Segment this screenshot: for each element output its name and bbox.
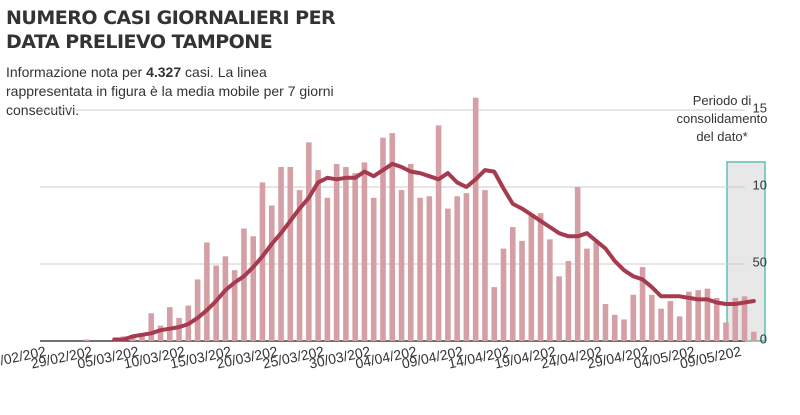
bar bbox=[472, 97, 479, 342]
bar bbox=[83, 339, 90, 341]
y-tick-label: 0 bbox=[760, 331, 767, 346]
bar bbox=[268, 205, 275, 341]
subtitle-text: Informazione nota per bbox=[6, 64, 143, 80]
bar bbox=[343, 166, 349, 341]
chart-title: NUMERO CASI GIORNALIERI PER DATA PRELIEV… bbox=[6, 7, 336, 53]
bar bbox=[741, 296, 748, 341]
bar bbox=[306, 142, 312, 341]
bar bbox=[417, 197, 423, 341]
bar bbox=[315, 170, 321, 341]
bar bbox=[750, 331, 757, 341]
bar bbox=[129, 337, 136, 341]
bar bbox=[361, 162, 368, 341]
bar bbox=[482, 190, 488, 341]
bar bbox=[176, 317, 182, 341]
bar bbox=[278, 166, 284, 341]
bar bbox=[547, 239, 553, 341]
bar bbox=[723, 322, 729, 341]
bar bbox=[380, 137, 386, 341]
bar bbox=[611, 314, 618, 341]
bar bbox=[695, 290, 701, 341]
bar bbox=[389, 133, 396, 341]
bar bbox=[593, 242, 599, 341]
bar bbox=[676, 316, 683, 341]
bar bbox=[732, 297, 739, 341]
annotation: Periodo di consolidamento del dato* bbox=[676, 93, 767, 144]
bar bbox=[426, 196, 433, 341]
bar bbox=[519, 240, 525, 341]
bar bbox=[250, 236, 257, 341]
bar bbox=[500, 248, 507, 341]
y-tick-label: 10 bbox=[753, 177, 767, 192]
bar bbox=[398, 190, 405, 341]
case-count: 4.327 bbox=[146, 64, 182, 80]
bar bbox=[658, 308, 664, 341]
bar bbox=[324, 197, 331, 341]
bar bbox=[157, 325, 164, 341]
bar bbox=[630, 294, 637, 341]
bar bbox=[241, 228, 247, 341]
bar bbox=[686, 291, 692, 341]
bar bbox=[574, 187, 581, 341]
bar bbox=[287, 166, 294, 341]
bar bbox=[584, 248, 590, 341]
bar bbox=[352, 173, 358, 341]
y-tick-label: 50 bbox=[753, 254, 767, 269]
bar bbox=[713, 297, 720, 341]
bar bbox=[463, 193, 470, 341]
bar bbox=[231, 270, 238, 341]
bar bbox=[602, 304, 609, 341]
bar bbox=[621, 319, 627, 341]
bar bbox=[435, 125, 442, 342]
bar bbox=[408, 163, 414, 341]
bar bbox=[194, 279, 201, 341]
bar bbox=[649, 294, 655, 341]
y-tick-label: 15 bbox=[753, 100, 767, 115]
bar bbox=[370, 197, 377, 341]
bar bbox=[704, 288, 711, 341]
bar bbox=[139, 334, 145, 341]
bar bbox=[639, 267, 646, 341]
bar bbox=[556, 276, 562, 341]
bar bbox=[667, 300, 674, 341]
bar bbox=[445, 208, 451, 341]
bar bbox=[222, 256, 229, 341]
bar bbox=[454, 196, 460, 341]
bar bbox=[565, 260, 572, 341]
bar bbox=[528, 214, 535, 341]
bar bbox=[491, 287, 498, 341]
bar bbox=[296, 190, 303, 341]
bar bbox=[148, 313, 155, 341]
moving-average-line bbox=[112, 161, 756, 342]
bar bbox=[509, 227, 516, 341]
bar bbox=[259, 182, 266, 341]
bar bbox=[204, 242, 210, 341]
bar bbox=[166, 307, 173, 341]
bar bbox=[537, 213, 544, 341]
bar bbox=[333, 163, 340, 341]
